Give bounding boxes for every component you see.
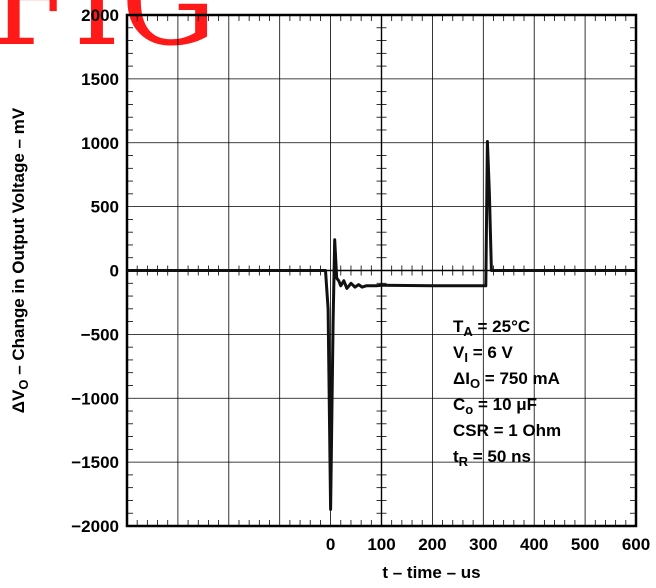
y-tick-label: 1500 [81, 70, 119, 89]
y-tick-label: 1000 [81, 134, 119, 153]
annotation-line: CSR = 1 Ohm [453, 421, 561, 440]
annotation-line: VI = 6 V [453, 343, 514, 365]
y-tick-labels: 2000 1500 1000 500 0 −500 −1000 −1500 −2000 [71, 6, 119, 536]
grid [127, 15, 636, 526]
x-tick-label: 600 [622, 535, 650, 554]
y-tick-label: −500 [81, 325, 119, 344]
conditions-annotation: TA = 25°C VI = 6 V ΔIO = 750 mA Co = 10 μF C… [453, 317, 561, 469]
x-tick-labels: 0 100 200 300 400 500 600 [326, 535, 650, 554]
x-tick-label: 100 [367, 535, 395, 554]
y-tick-label: −1000 [71, 389, 119, 408]
y-axis-title: ΔVO – Change in Output Voltage – mV [9, 107, 31, 413]
y-tick-label: 2000 [81, 6, 119, 25]
annotation-line: ΔIO = 750 mA [453, 369, 560, 391]
y-tick-label: 0 [110, 262, 119, 281]
x-tick-label: 300 [469, 535, 497, 554]
x-axis-title: t – time – us [382, 563, 480, 582]
y-tick-label: −1500 [71, 453, 119, 472]
series-line [127, 140, 636, 511]
x-tick-label: 400 [520, 535, 548, 554]
x-tick-label: 200 [418, 535, 446, 554]
y-tick-label: 500 [91, 198, 119, 217]
annotation-line: TA = 25°C [453, 317, 530, 339]
x-tick-label: 0 [326, 535, 335, 554]
annotation-line: Co = 10 μF [453, 395, 537, 417]
y-tick-label: −2000 [71, 517, 119, 536]
x-tick-label: 500 [571, 535, 599, 554]
watermark: FIG [0, 0, 217, 73]
series-layer [127, 140, 636, 511]
annotation-line: tR = 50 ns [453, 447, 531, 469]
